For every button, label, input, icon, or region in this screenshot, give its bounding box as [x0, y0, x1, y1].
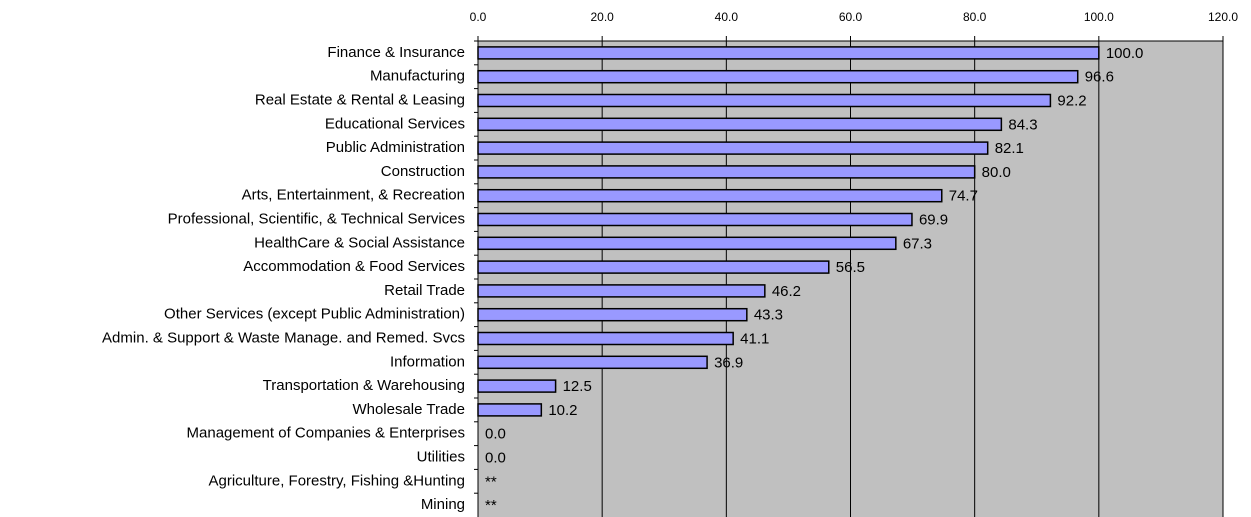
y-tick-label: Mining: [421, 496, 465, 513]
y-tick-label: Agriculture, Forestry, Fishing &Hunting: [209, 472, 466, 489]
value-label: 82.1: [995, 140, 1024, 157]
value-label: 96.6: [1085, 69, 1114, 86]
value-label: 46.2: [772, 283, 801, 300]
bar: [477, 236, 897, 251]
bar: [477, 307, 748, 322]
y-tick-label: Educational Services: [325, 115, 465, 132]
y-tick-label: Information: [390, 353, 465, 370]
bar: [477, 331, 734, 346]
y-tick-label: Management of Companies & Enterprises: [187, 425, 465, 442]
y-tick-label: Wholesale Trade: [352, 401, 465, 418]
y-tick-label: Utilities: [417, 448, 465, 465]
y-tick-label: Accommodation & Food Services: [243, 258, 465, 275]
bar: [477, 141, 989, 155]
bar: [477, 403, 543, 417]
x-tick-label: 80.0: [963, 10, 987, 24]
x-tick-label: 100.0: [1084, 10, 1114, 24]
bar: [477, 46, 1100, 60]
x-tick-label: 0.0: [470, 10, 487, 24]
bar: [477, 117, 1003, 132]
y-tick-label: Finance & Insurance: [327, 44, 465, 61]
x-tick-label: 40.0: [715, 10, 739, 24]
y-tick-label: Real Estate & Rental & Leasing: [255, 91, 465, 108]
y-tick-label: Public Administration: [326, 139, 465, 156]
y-tick-label: Arts, Entertainment, & Recreation: [242, 187, 465, 204]
value-label: 67.3: [903, 235, 932, 252]
value-label: 69.9: [919, 211, 948, 228]
bar: [477, 284, 766, 298]
y-tick-label: HealthCare & Social Assistance: [254, 234, 465, 251]
bar: [477, 379, 557, 393]
value-label: 56.5: [836, 259, 865, 276]
value-label: 36.9: [714, 354, 743, 371]
y-tick-label: Professional, Scientific, & Technical Se…: [168, 210, 465, 227]
y-tick-label: Other Services (except Public Administra…: [164, 306, 465, 323]
bar: [477, 260, 830, 274]
bar: [477, 165, 976, 179]
value-label: **: [485, 473, 497, 490]
bar: [477, 212, 913, 227]
y-tick-label: Construction: [381, 163, 465, 180]
value-label: 0.0: [485, 426, 506, 443]
y-tick-label: Admin. & Support & Waste Manage. and Rem…: [102, 329, 465, 346]
x-tick-label: 120.0: [1208, 10, 1238, 24]
y-tick-label: Retail Trade: [384, 282, 465, 299]
value-label: 43.3: [754, 307, 783, 324]
value-label: 41.1: [740, 330, 769, 347]
value-label: 12.5: [563, 378, 592, 395]
value-label: 92.2: [1057, 92, 1086, 109]
x-tick-label: 60.0: [839, 10, 863, 24]
value-label: 0.0: [485, 449, 506, 466]
y-tick-label: Transportation & Warehousing: [263, 377, 465, 394]
bar: [477, 355, 708, 370]
value-label: 100.0: [1106, 45, 1144, 62]
value-label: 74.7: [949, 188, 978, 205]
x-tick-label: 20.0: [590, 10, 614, 24]
bar: [477, 69, 1079, 84]
y-tick-label: Manufacturing: [370, 68, 465, 85]
bar: [477, 93, 1052, 108]
value-label: **: [485, 497, 497, 514]
value-label: 80.0: [982, 164, 1011, 181]
value-label: 84.3: [1008, 116, 1037, 133]
value-label: 10.2: [548, 402, 577, 419]
bar: [477, 188, 943, 203]
